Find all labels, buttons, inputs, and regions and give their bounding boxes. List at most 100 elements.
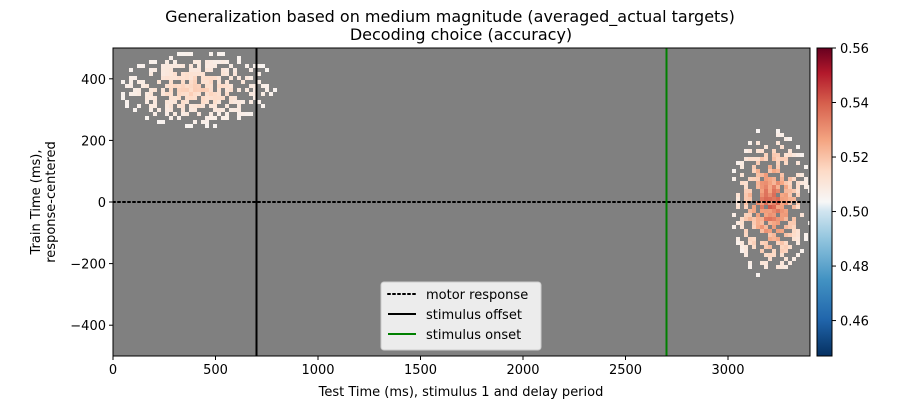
heatmap-cell xyxy=(760,217,764,221)
colorbar-tick-label: 0.56 xyxy=(840,42,869,57)
heatmap-cell xyxy=(189,88,193,92)
heatmap-cell xyxy=(780,265,784,269)
heatmap-cell xyxy=(748,241,752,245)
heatmap-cell xyxy=(780,205,784,209)
heatmap-cell xyxy=(201,104,205,108)
x-tick-label: 2000 xyxy=(506,363,539,378)
heatmap-cell xyxy=(804,233,808,237)
heatmap-cell xyxy=(776,217,780,221)
heatmap-cell xyxy=(780,145,784,149)
heatmap-cell xyxy=(197,112,201,116)
heatmap-cell xyxy=(772,237,776,241)
heatmap-cell xyxy=(145,84,149,88)
heatmap-cell xyxy=(780,249,784,253)
heatmap-cell xyxy=(205,116,209,120)
heatmap-cell xyxy=(181,100,185,104)
heatmap-cell xyxy=(249,92,253,96)
heatmap-cell xyxy=(169,68,173,72)
heatmap-cell xyxy=(165,112,169,116)
heatmap-cell xyxy=(796,185,800,189)
legend: motor response stimulus offset stimulus on… xyxy=(380,281,542,351)
heatmap-cell xyxy=(764,209,768,213)
colorbar-tick-label: 0.48 xyxy=(840,260,869,275)
heatmap-cell xyxy=(744,217,748,221)
heatmap-cell xyxy=(776,133,780,137)
heatmap-cell xyxy=(784,181,788,185)
heatmap-cell xyxy=(137,92,141,96)
heatmap-cell xyxy=(141,64,145,68)
heatmap-cell xyxy=(153,60,157,64)
heatmap-cell xyxy=(768,189,772,193)
heatmap-cell xyxy=(780,261,784,265)
heatmap-cell xyxy=(201,96,205,100)
heatmap-cell xyxy=(764,197,768,201)
heatmap-cell xyxy=(185,112,189,116)
heatmap-cell xyxy=(760,261,764,265)
heatmap-cell xyxy=(768,169,772,173)
heatmap-cell xyxy=(145,92,149,96)
heatmap-cell xyxy=(125,100,129,104)
heatmap-cell xyxy=(165,64,169,68)
heatmap-cell xyxy=(760,229,764,233)
heatmap-cell xyxy=(221,84,225,88)
heatmap-cell xyxy=(153,100,157,104)
heatmap-cell xyxy=(165,72,169,76)
heatmap-cell xyxy=(748,217,752,221)
heatmap-cell xyxy=(257,72,261,76)
heatmap-cell xyxy=(748,237,752,241)
heatmap-cell xyxy=(792,205,796,209)
heatmap-cell xyxy=(193,108,197,112)
heatmap-cell xyxy=(744,205,748,209)
heatmap-cell xyxy=(740,245,744,249)
heatmap-cell xyxy=(792,225,796,229)
heatmap-cell xyxy=(752,221,756,225)
heatmap-cell xyxy=(776,153,780,157)
heatmap-cell xyxy=(796,189,800,193)
y-tick-label: 200 xyxy=(81,134,106,149)
heatmap-cell xyxy=(740,221,744,225)
heatmap-cell xyxy=(221,60,225,64)
y-tick-label: −200 xyxy=(70,258,106,273)
heatmap-cell xyxy=(225,80,229,84)
heatmap-cell xyxy=(189,96,193,100)
heatmap-cell xyxy=(768,193,772,197)
heatmap-cell xyxy=(253,64,257,68)
heatmap-cell xyxy=(233,108,237,112)
heatmap-cell xyxy=(756,161,760,165)
heatmap-cell xyxy=(197,60,201,64)
heatmap-cell xyxy=(740,249,744,253)
heatmap-cell xyxy=(213,64,217,68)
heatmap-cell xyxy=(213,76,217,80)
heatmap-cell xyxy=(173,76,177,80)
heatmap-cell xyxy=(209,64,213,68)
heatmap-cell xyxy=(800,153,804,157)
heatmap-cell xyxy=(800,213,804,217)
heatmap-cell xyxy=(129,76,133,80)
heatmap-cell xyxy=(768,237,772,241)
heatmap-cell xyxy=(796,237,800,241)
heatmap-cell xyxy=(237,60,241,64)
heatmap-cell xyxy=(153,112,157,116)
heatmap-cell xyxy=(784,153,788,157)
heatmap-cell xyxy=(137,80,141,84)
heatmap-cell xyxy=(744,157,748,161)
heatmap-cell xyxy=(161,120,165,124)
heatmap-cell xyxy=(217,108,221,112)
heatmap-cell xyxy=(217,84,221,88)
heatmap-cell xyxy=(149,96,153,100)
heatmap-cell xyxy=(780,157,784,161)
y-axis-label-line1: Train Time (ms), xyxy=(29,150,44,256)
heatmap-cell xyxy=(808,221,810,225)
heatmap-cell xyxy=(808,189,810,193)
heatmap-cell xyxy=(784,233,788,237)
x-axis-ticks: 0 500 1000 1500 2000 2500 3000 xyxy=(109,356,745,378)
heatmap-cell xyxy=(169,116,173,120)
heatmap-cell xyxy=(197,64,201,68)
heatmap-cell xyxy=(804,181,808,185)
heatmap-cell xyxy=(193,92,197,96)
heatmap-cell xyxy=(237,112,241,116)
heatmap-cell xyxy=(261,84,265,88)
heatmap-cell xyxy=(740,181,744,185)
heatmap-cell xyxy=(764,245,768,249)
